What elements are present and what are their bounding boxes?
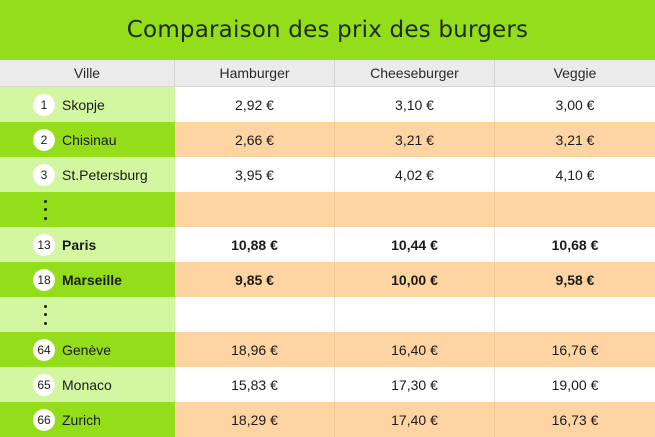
veggie-price: 10,68 €: [495, 227, 655, 262]
column-header-cheeseburger: Cheeseburger: [335, 60, 495, 86]
city-name: Chisinau: [62, 131, 117, 148]
city-cell: 2 Chisinau: [0, 122, 175, 157]
veggie-price: 16,76 €: [495, 332, 655, 367]
table-header: Ville Hamburger Cheeseburger Veggie: [0, 60, 655, 87]
veggie-price: 3,00 €: [495, 87, 655, 122]
table-row: 64 Genève 18,96 € 16,40 € 16,76 €: [0, 332, 655, 367]
rank-badge: 1: [33, 93, 55, 116]
ellipsis-row: [0, 297, 655, 332]
empty-cell: [335, 297, 495, 332]
cheeseburger-price: 17,30 €: [335, 367, 495, 402]
empty-cell: [175, 192, 335, 227]
veggie-price: 4,10 €: [495, 157, 655, 192]
empty-cell: [495, 297, 655, 332]
hamburger-price: 18,29 €: [175, 402, 335, 437]
empty-cell: [175, 297, 335, 332]
table-row: 65 Monaco 15,83 € 17,30 € 19,00 €: [0, 367, 655, 402]
cheeseburger-price: 3,21 €: [335, 122, 495, 157]
rank-badge: 65: [33, 373, 55, 396]
column-header-city: Ville: [0, 60, 175, 86]
empty-cell: [335, 192, 495, 227]
hamburger-price: 3,95 €: [175, 157, 335, 192]
cheeseburger-price: 4,02 €: [335, 157, 495, 192]
city-cell: 1 Skopje: [0, 87, 175, 122]
veggie-price: 3,21 €: [495, 122, 655, 157]
city-cell: [0, 192, 175, 227]
veggie-price: 19,00 €: [495, 367, 655, 402]
city-name: Paris: [62, 236, 97, 253]
veggie-price: 16,73 €: [495, 402, 655, 437]
city-name: Marseille: [62, 271, 122, 288]
rank-badge: 2: [33, 128, 55, 151]
city-cell: 66 Zurich: [0, 402, 175, 437]
city-cell: 3 St.Petersburg: [0, 157, 175, 192]
price-table: Ville Hamburger Cheeseburger Veggie 1 Sk…: [0, 60, 655, 437]
rank-badge: 3: [33, 163, 55, 186]
rank-badge: 66: [33, 408, 55, 431]
title-bar: Comparaison des prix des burgers: [0, 0, 655, 60]
city-cell: 65 Monaco: [0, 367, 175, 402]
city-name: St.Petersburg: [62, 166, 148, 183]
city-cell: 64 Genève: [0, 332, 175, 367]
page-title: Comparaison des prix des burgers: [126, 17, 529, 43]
hamburger-price: 18,96 €: [175, 332, 335, 367]
vertical-ellipsis-icon: [43, 304, 47, 325]
rank-badge: 13: [33, 233, 55, 256]
table-row: 2 Chisinau 2,66 € 3,21 € 3,21 €: [0, 122, 655, 157]
rank-badge: 64: [33, 338, 55, 361]
hamburger-price: 9,85 €: [175, 262, 335, 297]
rank-badge: 18: [33, 268, 55, 291]
veggie-price: 9,58 €: [495, 262, 655, 297]
city-name: Monaco: [62, 376, 112, 393]
city-name: Genève: [62, 341, 112, 358]
hamburger-price: 15,83 €: [175, 367, 335, 402]
table-row: 3 St.Petersburg 3,95 € 4,02 € 4,10 €: [0, 157, 655, 192]
hamburger-price: 10,88 €: [175, 227, 335, 262]
city-name: Zurich: [62, 411, 101, 428]
cheeseburger-price: 3,10 €: [335, 87, 495, 122]
column-header-veggie: Veggie: [553, 65, 597, 81]
cheeseburger-price: 16,40 €: [335, 332, 495, 367]
empty-cell: [495, 192, 655, 227]
city-name: Skopje: [62, 96, 105, 113]
table-row: 1 Skopje 2,92 € 3,10 € 3,00 €: [0, 87, 655, 122]
cheeseburger-price: 17,40 €: [335, 402, 495, 437]
column-header-hamburger: Hamburger: [175, 60, 335, 86]
cheeseburger-price: 10,44 €: [335, 227, 495, 262]
hamburger-price: 2,92 €: [175, 87, 335, 122]
city-cell: 18 Marseille: [0, 262, 175, 297]
table-row: 66 Zurich 18,29 € 17,40 € 16,73 €: [0, 402, 655, 437]
cheeseburger-price: 10,00 €: [335, 262, 495, 297]
ellipsis-row: [0, 192, 655, 227]
table-row: 18 Marseille 9,85 € 10,00 € 9,58 €: [0, 262, 655, 297]
city-cell: [0, 297, 175, 332]
table-row: 13 Paris 10,88 € 10,44 € 10,68 €: [0, 227, 655, 262]
city-cell: 13 Paris: [0, 227, 175, 262]
hamburger-price: 2,66 €: [175, 122, 335, 157]
vertical-ellipsis-icon: [43, 199, 47, 220]
